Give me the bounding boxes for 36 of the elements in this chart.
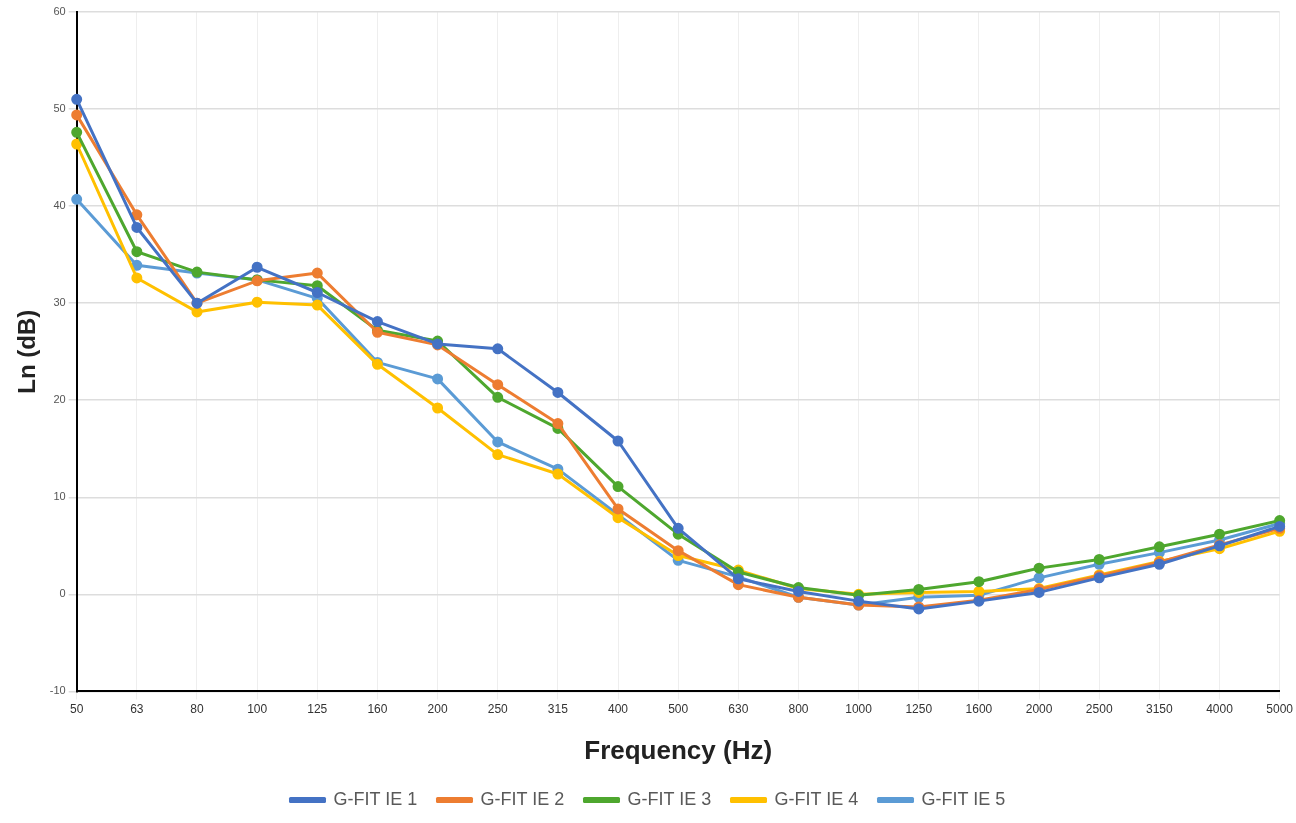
y-tick-label: 60 xyxy=(53,5,66,18)
x-tick-label: 400 xyxy=(608,701,629,716)
x-tick-label: 2500 xyxy=(1085,701,1113,716)
x-tick-label: 80 xyxy=(190,701,204,716)
x-tick-label: 100 xyxy=(247,701,268,716)
y-tick-label: -10 xyxy=(49,684,66,697)
y-tick-label: 30 xyxy=(53,296,66,309)
x-tick-label: 800 xyxy=(788,701,809,716)
x-tick-label: 2000 xyxy=(1025,701,1053,716)
x-axis-title: Frequency (Hz) xyxy=(584,734,773,765)
x-tick-label: 1600 xyxy=(965,701,993,716)
legend-label: G-FIT IE 3 xyxy=(627,788,712,809)
x-tick-label: 630 xyxy=(728,701,749,716)
x-tick-label: 50 xyxy=(70,701,84,716)
legend-label: G-FIT IE 2 xyxy=(480,788,565,809)
x-tick-label: 1250 xyxy=(905,701,933,716)
legend-label: G-FIT IE 4 xyxy=(774,788,859,809)
y-tick-label: 0 xyxy=(59,587,66,600)
x-tick-label: 5000 xyxy=(1266,701,1294,716)
y-tick-label: 40 xyxy=(53,199,66,212)
y-tick-label: 10 xyxy=(53,490,66,503)
x-tick-label: 1000 xyxy=(845,701,873,716)
y-tick-label: 50 xyxy=(53,102,66,115)
x-tick-label: 160 xyxy=(367,701,388,716)
x-tick-label: 4000 xyxy=(1206,701,1234,716)
x-tick-label: 63 xyxy=(130,701,144,716)
x-tick-label: 125 xyxy=(307,701,328,716)
y-tick-label: 20 xyxy=(53,393,66,406)
x-tick-label: 3150 xyxy=(1146,701,1174,716)
x-tick-label: 250 xyxy=(487,701,509,716)
x-tick-label: 500 xyxy=(668,701,689,716)
legend-label: G-FIT IE 5 xyxy=(921,788,1006,809)
y-axis-title: Ln (dB) xyxy=(13,309,41,394)
legend-label: G-FIT IE 1 xyxy=(333,788,418,809)
x-tick-label: 200 xyxy=(427,701,448,716)
x-tick-label: 315 xyxy=(547,701,569,716)
